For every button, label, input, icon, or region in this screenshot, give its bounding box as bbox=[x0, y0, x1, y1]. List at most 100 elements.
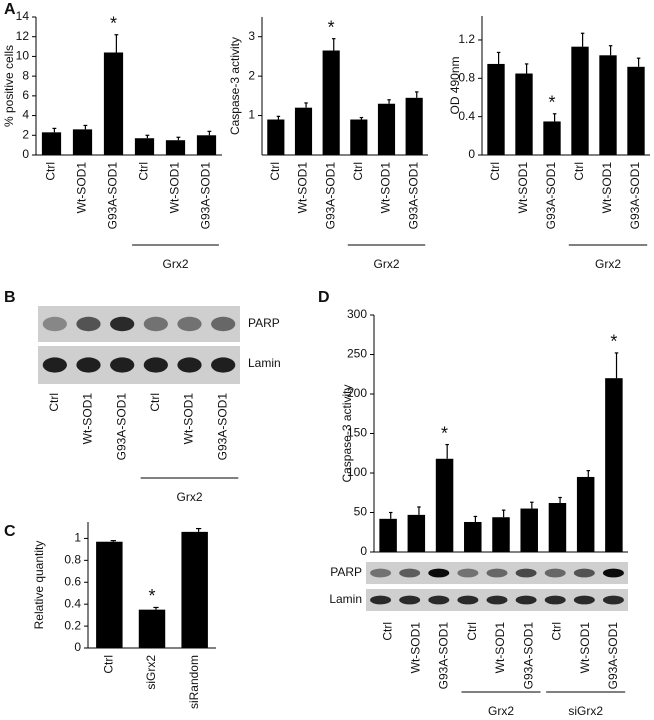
y-tick-label: 50 bbox=[354, 505, 368, 519]
blot-band bbox=[110, 316, 135, 332]
x-tick-label: G93A-SOD1 bbox=[406, 162, 420, 230]
y-axis-label: % positive cells bbox=[2, 45, 16, 127]
blot-band bbox=[211, 316, 236, 332]
blot-band bbox=[42, 316, 67, 332]
group-label: Grx2 bbox=[162, 257, 188, 271]
group-label: Grx2 bbox=[176, 490, 202, 504]
bar bbox=[138, 609, 166, 648]
x-tick-label: G93A-SOD1 bbox=[544, 162, 558, 230]
x-tick-label: siGrx2 bbox=[144, 655, 158, 690]
x-tick-label: Wt-SOD1 bbox=[168, 162, 182, 214]
x-tick-label: Wt-SOD1 bbox=[379, 162, 393, 214]
panel-label: D bbox=[318, 289, 330, 306]
x-tick-label: Wt-SOD1 bbox=[296, 162, 310, 214]
x-tick-label: G93A-SOD1 bbox=[521, 622, 535, 690]
blot-band bbox=[573, 595, 595, 605]
group-label: siGrx2 bbox=[568, 704, 603, 718]
y-tick-label: 0.2 bbox=[64, 618, 81, 632]
blot-band bbox=[544, 568, 566, 578]
y-tick-label: 12 bbox=[16, 29, 30, 43]
y-tick-label: 6 bbox=[22, 88, 29, 102]
bar bbox=[605, 378, 623, 552]
blot-band bbox=[602, 595, 624, 605]
y-tick-label: 0.8 bbox=[458, 70, 475, 84]
bar bbox=[548, 503, 567, 552]
bar bbox=[492, 517, 510, 552]
blot-band bbox=[177, 357, 202, 373]
y-tick-label: 10 bbox=[16, 49, 30, 63]
x-tick-label: Wt-SOD1 bbox=[578, 622, 592, 674]
group-label: Grx2 bbox=[595, 257, 621, 271]
x-tick-label: Wt-SOD1 bbox=[81, 393, 95, 445]
x-tick-label: G93A-SOD1 bbox=[199, 162, 213, 230]
blot-band bbox=[76, 316, 101, 332]
y-tick-label: 0 bbox=[360, 544, 367, 558]
y-tick-label: 0 bbox=[74, 640, 81, 654]
x-tick-label: Ctrl bbox=[488, 162, 502, 181]
y-tick-label: 0.4 bbox=[458, 109, 475, 123]
panel-label: A bbox=[4, 1, 16, 18]
x-tick-label: Wt-SOD1 bbox=[600, 162, 614, 214]
y-axis-label: OD 490nm bbox=[448, 56, 462, 114]
y-tick-label: 0 bbox=[468, 147, 475, 161]
blot-band bbox=[399, 568, 421, 578]
x-tick-label: Ctrl bbox=[47, 393, 61, 412]
significance-mark: * bbox=[110, 13, 117, 33]
x-tick-label: Ctrl bbox=[550, 622, 564, 641]
bar bbox=[407, 514, 426, 552]
x-tick-label: G93A-SOD1 bbox=[628, 162, 642, 230]
y-tick-label: 300 bbox=[347, 307, 367, 321]
significance-mark: * bbox=[548, 93, 555, 113]
bar bbox=[405, 97, 423, 155]
y-tick-label: 14 bbox=[16, 9, 30, 23]
bar bbox=[181, 531, 208, 648]
bar bbox=[134, 138, 155, 155]
y-tick-label: 100 bbox=[347, 465, 367, 479]
x-tick-label: Ctrl bbox=[148, 393, 162, 412]
x-tick-label: Ctrl bbox=[380, 622, 394, 641]
blot-band bbox=[143, 316, 168, 332]
blot-row-label: PARP bbox=[330, 565, 362, 579]
y-axis-label: Relative quantity bbox=[32, 541, 46, 630]
blot-band bbox=[573, 568, 595, 578]
blot-row-label: PARP bbox=[248, 316, 280, 330]
y-tick-label: 1.2 bbox=[458, 32, 475, 46]
panel-label: C bbox=[4, 523, 16, 540]
y-tick-label: 2 bbox=[22, 127, 29, 141]
group-label: Grx2 bbox=[373, 257, 399, 271]
significance-mark: * bbox=[441, 423, 448, 443]
blot-band bbox=[602, 568, 624, 578]
bar bbox=[103, 52, 124, 155]
y-axis-label: Caspase-3 activity bbox=[228, 37, 242, 135]
blot-band bbox=[515, 595, 537, 605]
blot-band bbox=[370, 568, 392, 578]
blot-band bbox=[428, 595, 450, 605]
x-tick-label: Ctrl bbox=[465, 622, 479, 641]
blot-band bbox=[428, 568, 450, 578]
x-tick-label: Wt-SOD1 bbox=[493, 622, 507, 674]
blot-strip bbox=[38, 346, 240, 384]
x-tick-label: Ctrl bbox=[137, 162, 151, 181]
x-tick-label: G93A-SOD1 bbox=[215, 393, 229, 461]
y-tick-label: 1 bbox=[74, 531, 81, 545]
y-tick-label: 4 bbox=[22, 108, 29, 122]
panel-label: B bbox=[4, 289, 16, 306]
blot-band bbox=[143, 357, 168, 373]
bar bbox=[377, 103, 396, 155]
bar bbox=[379, 518, 397, 552]
blot-band bbox=[515, 568, 537, 578]
x-tick-label: siRandom bbox=[187, 655, 201, 709]
y-tick-label: 0.4 bbox=[64, 596, 81, 610]
x-tick-label: Ctrl bbox=[268, 162, 282, 181]
bar bbox=[196, 135, 217, 155]
x-tick-label: Ctrl bbox=[102, 655, 116, 674]
significance-mark: * bbox=[610, 332, 617, 352]
y-axis-label: Caspase-3 activity bbox=[340, 384, 354, 482]
bar bbox=[435, 458, 454, 552]
x-tick-label: Ctrl bbox=[44, 162, 58, 181]
group-label: Grx2 bbox=[488, 704, 514, 718]
blot-band bbox=[457, 568, 479, 578]
blot-band bbox=[211, 357, 236, 373]
bar bbox=[267, 119, 285, 155]
x-tick-label: Wt-SOD1 bbox=[516, 162, 530, 214]
